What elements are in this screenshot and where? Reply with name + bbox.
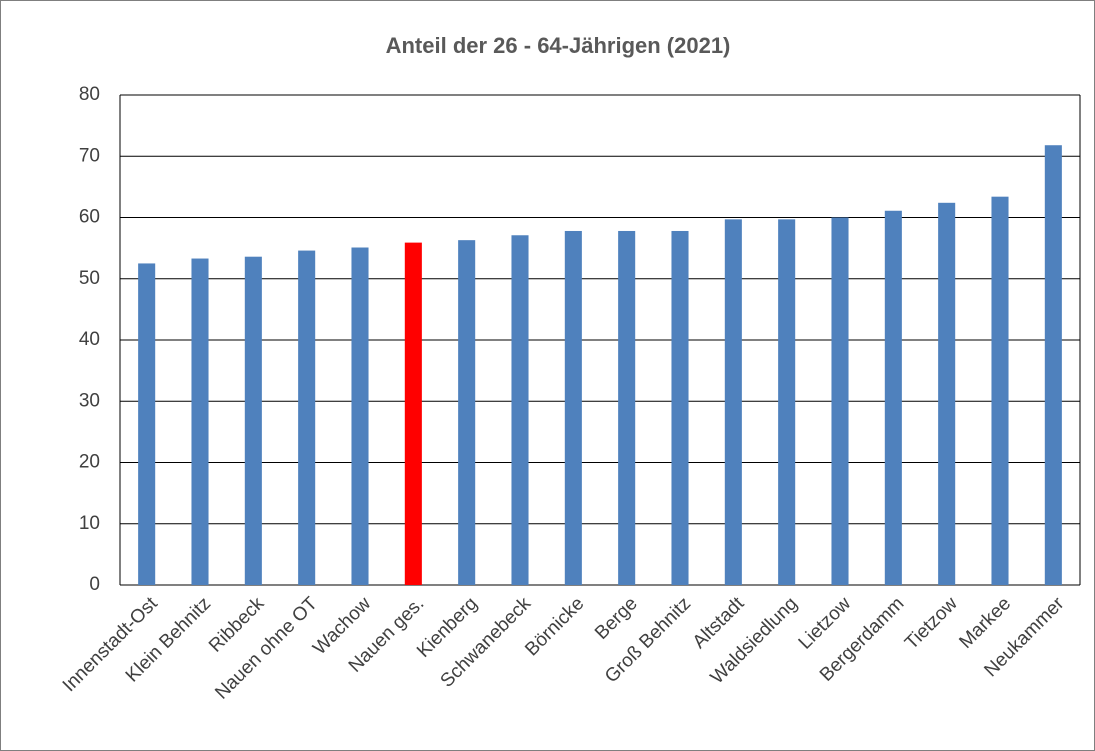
bar xyxy=(458,240,476,585)
y-tick-label: 20 xyxy=(79,452,100,473)
y-tick-label: 60 xyxy=(79,207,100,228)
bar xyxy=(191,258,209,585)
y-tick-label: 40 xyxy=(79,329,100,350)
chart-title: Anteil der 26 - 64-Jährigen (2021) xyxy=(386,33,731,58)
bar xyxy=(831,217,849,585)
bar xyxy=(991,196,1009,586)
y-tick-label: 0 xyxy=(89,574,100,595)
bar xyxy=(404,242,422,586)
bar xyxy=(884,210,902,585)
bar xyxy=(724,219,742,585)
bar xyxy=(618,230,636,585)
y-tick-label: 10 xyxy=(79,513,100,534)
bar xyxy=(564,230,582,585)
bar xyxy=(938,202,956,586)
y-tick-label: 70 xyxy=(79,145,100,166)
bar xyxy=(671,230,689,585)
y-tick-label: 80 xyxy=(79,84,100,105)
bar xyxy=(778,219,796,585)
bar xyxy=(351,247,369,585)
y-tick-label: 30 xyxy=(79,390,100,411)
y-tick-label: 50 xyxy=(79,268,100,289)
bar xyxy=(244,256,262,585)
bar xyxy=(511,235,529,585)
bar xyxy=(298,250,316,585)
bar xyxy=(1044,145,1062,585)
bar xyxy=(138,263,156,585)
